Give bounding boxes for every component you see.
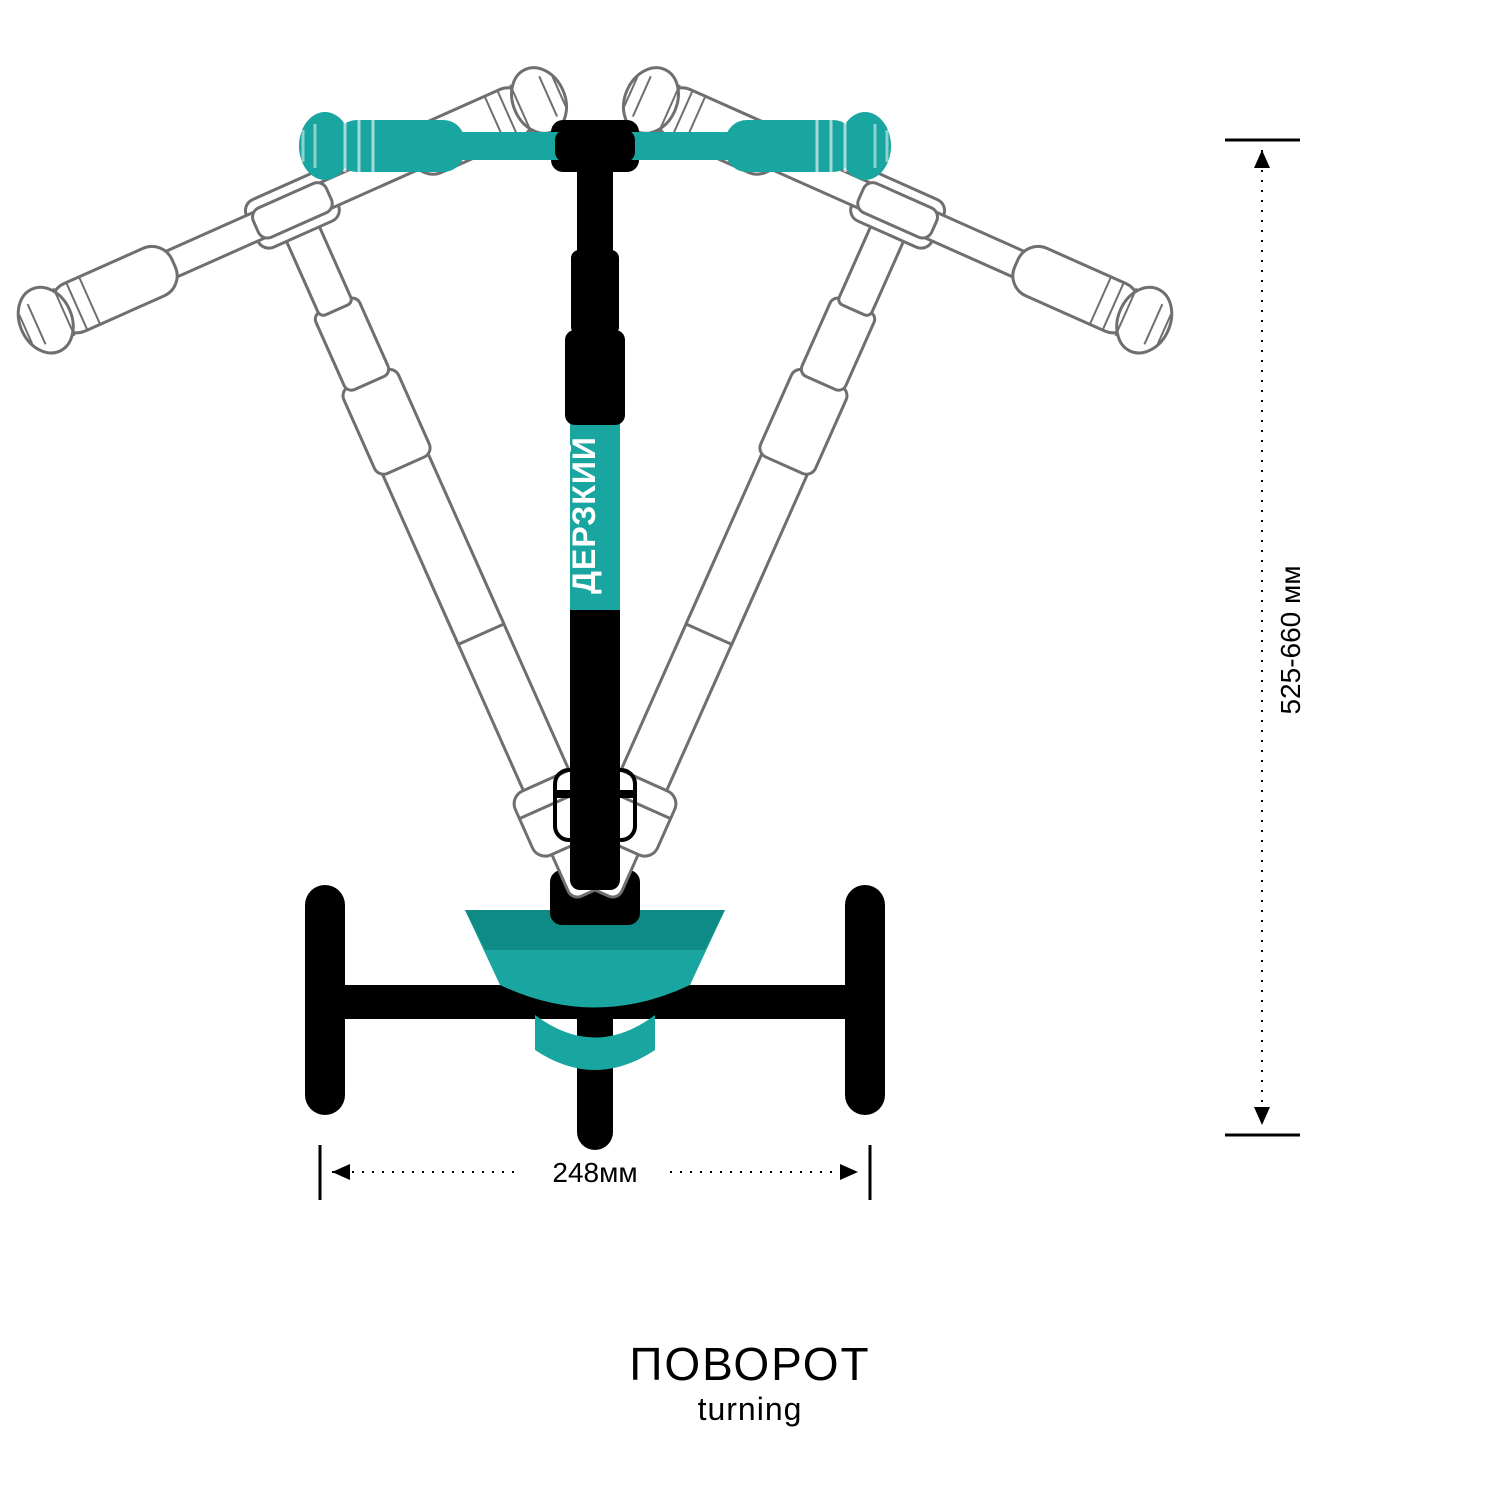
dim-width: 248мм (320, 1145, 870, 1200)
tbar-main (299, 112, 891, 890)
title-en: turning (698, 1391, 803, 1427)
dim-width-label: 248мм (552, 1157, 637, 1188)
deck-assembly (305, 870, 885, 1150)
title-ru: ПОВОРОТ (629, 1338, 870, 1390)
dim-height: 525-660 мм (1225, 140, 1306, 1135)
dim-height-label: 525-660 мм (1275, 565, 1306, 714)
diagram-root: ДЕРЗКИЙ (0, 0, 1500, 1500)
diagram-svg: ДЕРЗКИЙ (0, 0, 1500, 1500)
